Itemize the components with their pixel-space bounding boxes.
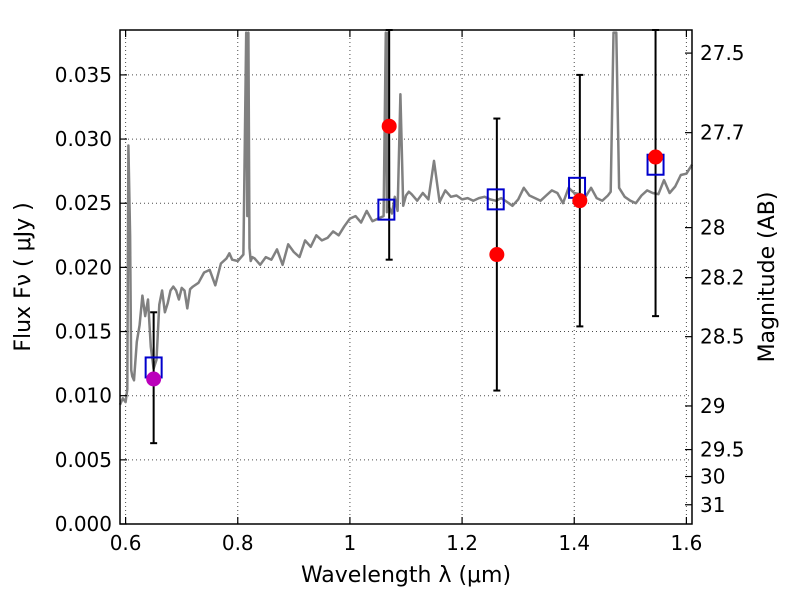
right-tick-label-4: 28.5	[700, 325, 745, 349]
model-point-2	[486, 188, 505, 211]
observed-point-3	[572, 193, 588, 209]
right-tick-label-0: 27.5	[700, 41, 745, 65]
y-tick-label-4: 0.020	[55, 255, 112, 279]
x-tick-label-1: 0.8	[222, 531, 254, 555]
right-tick-label-7: 30	[700, 465, 725, 489]
y-tick-label-1: 0.005	[55, 448, 112, 472]
x-tick-label-0: 0.6	[110, 531, 142, 555]
right-axis-ticks: 27.5 27.7 28 28.2 28.5 29 29.5 30 31	[685, 41, 745, 517]
right-tick-label-5: 29	[700, 394, 725, 418]
right-tick-label-1: 27.7	[700, 121, 745, 145]
y-tick-label-2: 0.010	[55, 384, 112, 408]
right-tick-label-6: 29.5	[700, 438, 745, 462]
plot-background	[120, 30, 692, 524]
observed-point-4	[648, 149, 664, 165]
right-axis-label: Magnitude (AB)	[755, 192, 780, 363]
x-tick-label-5: 1.6	[670, 531, 702, 555]
model-point-1	[377, 198, 396, 221]
y-tick-label-6: 0.030	[55, 127, 112, 151]
x-tick-label-3: 1.2	[446, 531, 478, 555]
x-tick-label-4: 1.4	[558, 531, 590, 555]
y-tick-label-5: 0.025	[55, 191, 112, 215]
y-axis-ticks: 0.000 0.005 0.010 0.015 0.020 0.025 0.030 0.035	[55, 63, 127, 536]
right-tick-label-8: 31	[700, 493, 725, 517]
observed-points	[146, 118, 664, 387]
y-axis-label: Flux Fν ( μJy )	[11, 202, 36, 351]
observed-point-1	[381, 118, 397, 134]
y-tick-label-7: 0.035	[55, 63, 112, 87]
plot-frame	[119, 29, 693, 525]
y-tick-label-3: 0.015	[55, 320, 112, 344]
right-tick-label-2: 28	[700, 216, 725, 240]
right-tick-label-3: 28.2	[700, 266, 745, 290]
x-tick-label-2: 1	[344, 531, 357, 555]
y-tick-label-0: 0.000	[55, 512, 112, 536]
x-axis-ticks: 0.6 0.8 1 1.2 1.4 1.6	[110, 30, 702, 555]
observed-point-2	[489, 247, 505, 263]
x-axis-label: Wavelength λ (μm)	[301, 563, 511, 588]
observed-point-0	[146, 371, 162, 387]
